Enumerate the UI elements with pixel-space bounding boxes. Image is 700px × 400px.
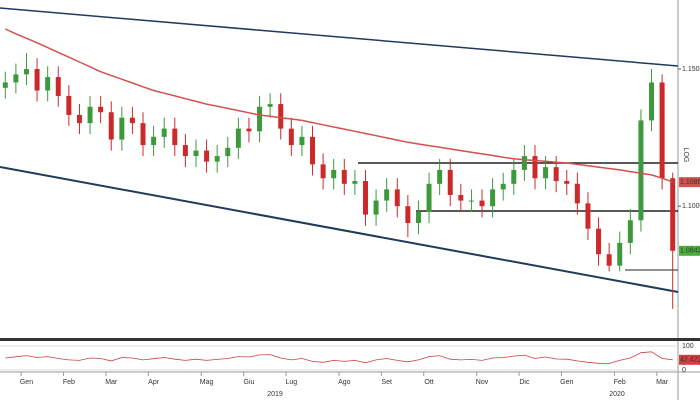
moving-average — [4, 28, 673, 183]
candle-body — [119, 117, 125, 140]
x-tick-label: Nov — [476, 379, 489, 386]
candle-body — [299, 136, 305, 146]
candle-body — [76, 114, 82, 124]
candle-body — [670, 178, 676, 251]
candle-body — [331, 169, 337, 179]
x-tick-label: Set — [381, 379, 392, 386]
candle-body — [2, 82, 8, 88]
candle-body — [373, 200, 379, 215]
candle-body — [55, 77, 61, 96]
candle-body — [225, 147, 231, 157]
candle-body — [129, 117, 135, 124]
candle-body — [341, 169, 347, 184]
x-tick-label: Feb — [614, 379, 626, 386]
rsi-last-label-box — [679, 354, 700, 365]
candle-body — [278, 104, 284, 129]
year-label: 2020 — [609, 391, 625, 398]
x-tick-label: Mag — [200, 379, 214, 386]
candle-body — [405, 206, 411, 224]
candle-body — [458, 194, 464, 201]
x-tick-label: Ago — [338, 379, 351, 386]
candle-body — [511, 169, 517, 184]
candle-body — [34, 68, 40, 91]
x-tick-label: Gen — [20, 379, 33, 386]
x-tick-label: Lug — [285, 379, 297, 386]
year-label: 2019 — [267, 391, 283, 398]
trend-line — [0, 7, 679, 67]
rsi-last-label: 42.422 — [680, 357, 700, 364]
candle-body — [574, 183, 580, 204]
candle-body — [87, 106, 93, 124]
candle-body — [246, 128, 252, 132]
candle-body — [214, 156, 220, 162]
x-tick-label: Dic — [519, 379, 530, 386]
x-tick-label: Apr — [148, 379, 160, 386]
candle-body — [320, 164, 326, 179]
candle-body — [564, 181, 570, 184]
candle-body — [13, 74, 19, 83]
ma-last-label: 1.1086 — [680, 179, 700, 186]
candle-body — [500, 183, 506, 190]
candle-body — [182, 145, 188, 157]
candle-body — [553, 167, 559, 182]
close-last-label: 1.0842 — [680, 248, 700, 255]
candle-body — [617, 242, 623, 266]
candle-body — [468, 200, 474, 202]
candle-body — [172, 128, 178, 146]
candle-body — [193, 150, 199, 157]
candle-body — [45, 77, 51, 91]
candle-body — [151, 136, 157, 146]
candle-body — [585, 203, 591, 229]
candle-body — [140, 123, 146, 146]
x-tick-label: Gen — [560, 379, 573, 386]
x-tick-label: Mar — [656, 379, 669, 386]
candle-body — [638, 120, 644, 221]
candle-body — [98, 106, 104, 113]
x-tick-label: Giu — [244, 379, 255, 386]
candle-body — [543, 167, 549, 179]
close-last-label-box — [679, 245, 700, 256]
x-tick-label: Ott — [424, 379, 433, 386]
candle-body — [649, 82, 655, 121]
candle-body — [257, 106, 263, 132]
candle-body — [479, 200, 485, 207]
x-tick-label: Feb — [63, 379, 75, 386]
candle-body — [384, 189, 390, 201]
candle-body — [267, 104, 273, 107]
rsi-line — [5, 351, 673, 364]
candle-body — [596, 228, 602, 255]
candle-body — [23, 68, 29, 75]
candle-body — [659, 82, 665, 179]
candle-body — [204, 150, 210, 162]
candle-body — [66, 95, 72, 115]
candle-body — [521, 156, 527, 170]
candle-body — [532, 156, 538, 179]
candle-body — [437, 169, 443, 184]
candle-body — [288, 128, 294, 146]
candle-body — [108, 112, 114, 140]
rsi-tick-label: 100 — [682, 343, 694, 350]
candle-body — [235, 128, 241, 148]
y-tick-label: 1.1500 — [682, 66, 700, 73]
candle-body — [447, 169, 453, 195]
candle-body — [415, 211, 421, 224]
candle-body — [310, 136, 316, 165]
candle-body — [352, 181, 358, 184]
candle-body — [362, 181, 368, 215]
panel-divider — [0, 338, 700, 341]
candle-body — [426, 183, 432, 212]
candle-body — [490, 189, 496, 207]
scale-label: LOG — [682, 148, 689, 163]
candle-body — [394, 189, 400, 207]
candle-body — [161, 128, 167, 137]
trend-line — [0, 166, 679, 293]
x-tick-label: Mar — [105, 379, 118, 386]
candle-body — [627, 220, 633, 243]
candle-body — [606, 254, 612, 266]
rsi-tick-label: 0 — [682, 367, 686, 374]
ma-last-label-box — [679, 177, 700, 188]
